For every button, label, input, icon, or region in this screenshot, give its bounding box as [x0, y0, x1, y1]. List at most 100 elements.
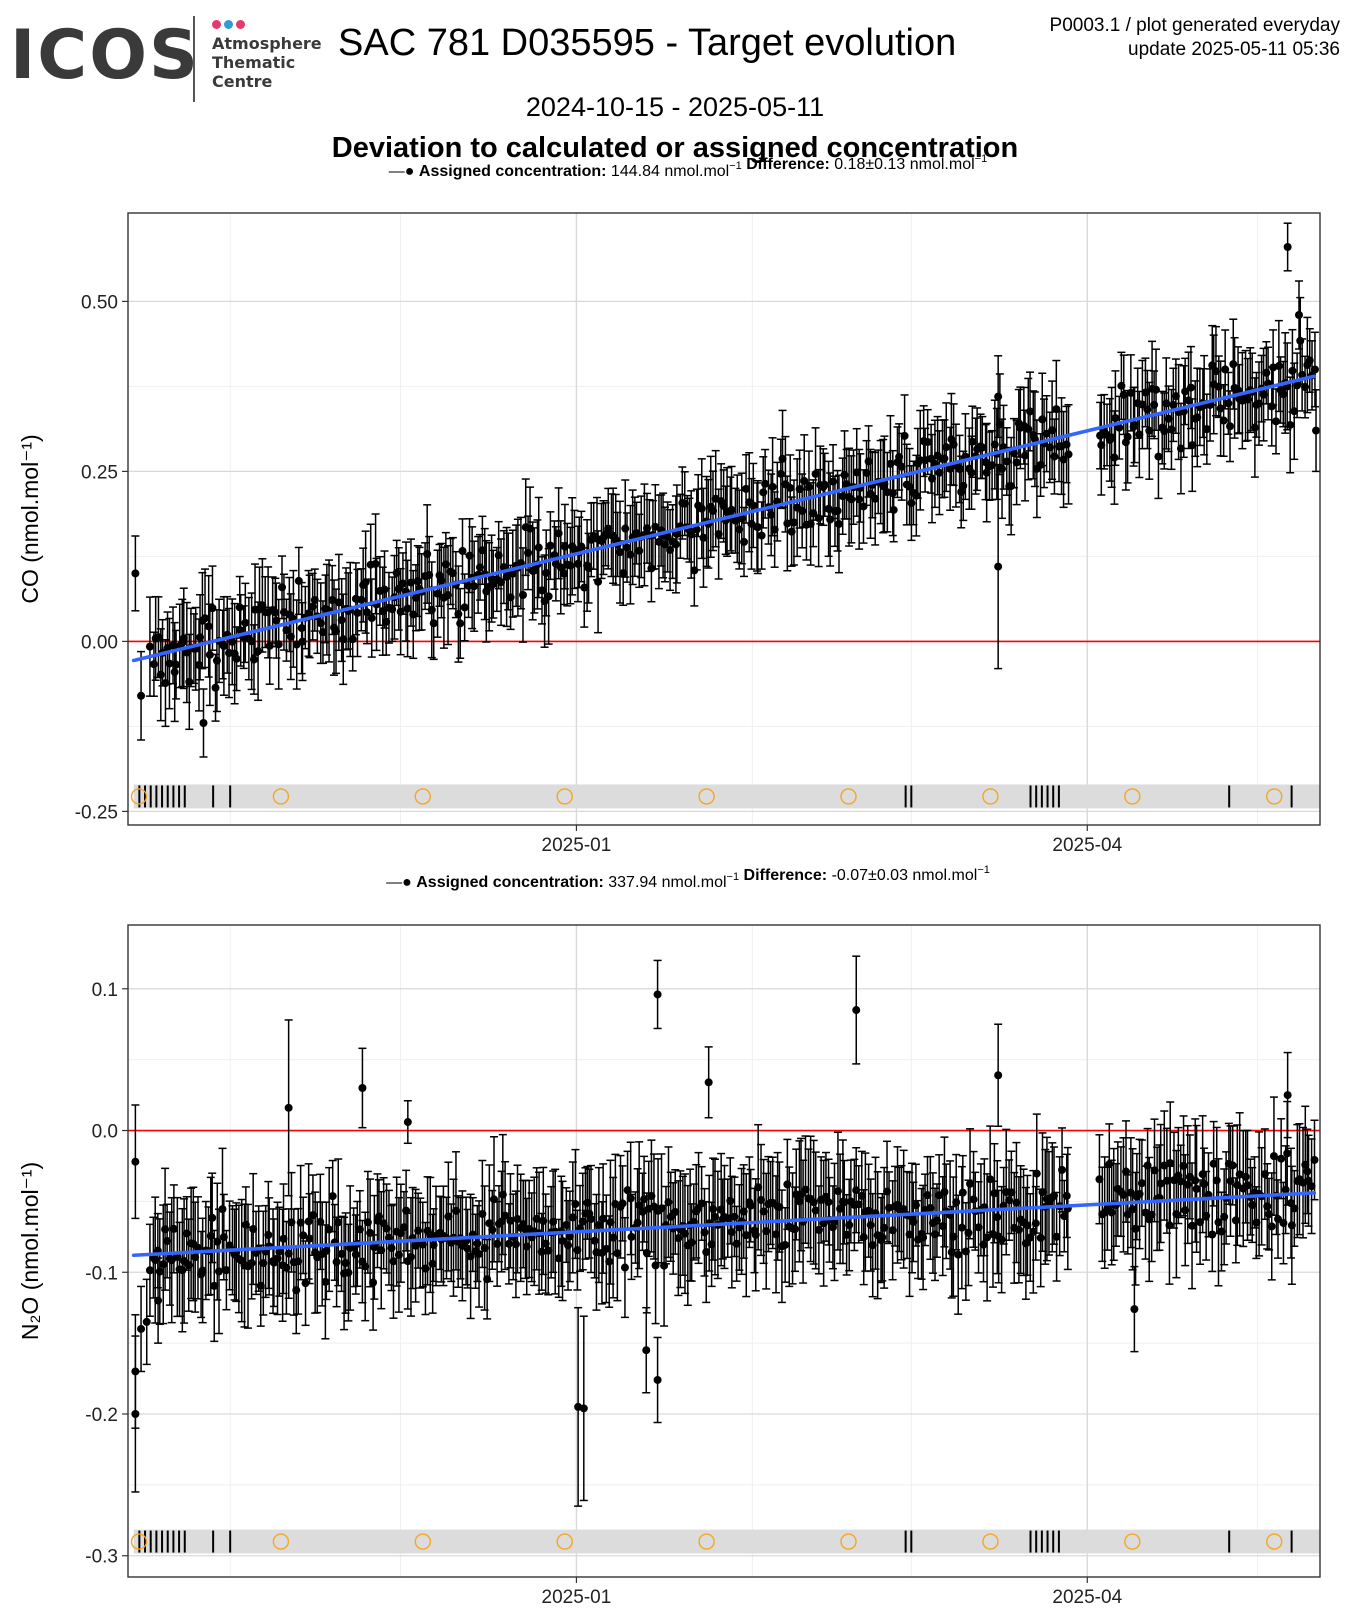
- flag-band: [133, 784, 1321, 809]
- data-point: [599, 1214, 608, 1223]
- data-point: [403, 604, 412, 613]
- data-point: [1211, 367, 1220, 376]
- flag-circle: [414, 1533, 432, 1550]
- data-point: [804, 483, 813, 492]
- data-point: [967, 468, 976, 477]
- data-point: [149, 660, 158, 669]
- data-point: [613, 1249, 622, 1258]
- data-point: [1283, 1091, 1292, 1100]
- data-point: [322, 1246, 331, 1255]
- data-point: [485, 1219, 494, 1228]
- data-point: [993, 1213, 1002, 1222]
- y-tick-label: 0.25: [81, 462, 118, 483]
- data-point: [394, 1250, 403, 1259]
- data-point: [337, 616, 346, 625]
- chart-subtitle: Deviation to calculated or assigned conc…: [331, 132, 1019, 164]
- data-point: [389, 1257, 398, 1266]
- data-point: [954, 1250, 963, 1259]
- data-points: [131, 222, 1321, 758]
- data-point: [834, 519, 843, 528]
- data-point: [1107, 433, 1116, 442]
- data-point: [564, 1241, 573, 1250]
- data-point: [1214, 1218, 1223, 1227]
- data-point: [940, 1187, 949, 1196]
- flag-circle: [556, 1533, 573, 1550]
- data-point: [1164, 414, 1173, 423]
- data-point: [185, 677, 194, 686]
- data-point: [210, 1281, 219, 1290]
- data-point: [1058, 1165, 1067, 1174]
- logo-line: Centre: [212, 72, 273, 91]
- data-point: [836, 1204, 845, 1213]
- data-point: [170, 668, 179, 677]
- data-point: [534, 543, 543, 552]
- data-point: [271, 608, 280, 617]
- data-point: [201, 614, 210, 623]
- data-point: [427, 605, 436, 614]
- data-point: [358, 1084, 367, 1092]
- legend-part: −1: [977, 864, 990, 876]
- data-point: [1097, 441, 1106, 450]
- data-point: [398, 579, 407, 588]
- data-point: [627, 1232, 636, 1241]
- data-point: [371, 559, 380, 568]
- logo-word: ICOS: [10, 16, 200, 95]
- data-point: [857, 1191, 866, 1200]
- data-point: [154, 1296, 163, 1305]
- data-point: [1294, 311, 1303, 319]
- data-point: [880, 1223, 889, 1232]
- data-point: [958, 1188, 967, 1197]
- data-point: [923, 438, 932, 447]
- data-point: [1186, 383, 1195, 392]
- data-point: [820, 480, 829, 489]
- data-point: [1290, 1204, 1299, 1213]
- flag-circle: [698, 788, 715, 805]
- data-point: [428, 1259, 437, 1268]
- flag-circle: [1124, 1533, 1141, 1550]
- flag-circle: [1124, 788, 1141, 805]
- data-point: [524, 548, 533, 557]
- data-point: [754, 1183, 763, 1192]
- data-point: [172, 660, 181, 669]
- data-point: [783, 1180, 792, 1189]
- data-point: [811, 469, 820, 478]
- flag-circle: [130, 788, 148, 805]
- data-point: [871, 494, 880, 503]
- data-point: [1221, 365, 1230, 374]
- data-point: [889, 505, 898, 514]
- data-point: [814, 514, 823, 523]
- data-point: [199, 719, 208, 727]
- data-point: [1250, 423, 1259, 432]
- icos-logo: ICOS Atmosphere Thematic Centre: [10, 14, 322, 104]
- data-point: [506, 1216, 515, 1225]
- data-point: [674, 1234, 683, 1243]
- legend: —● Assigned concentration: 144.84 nmol.m…: [389, 153, 987, 180]
- data-point: [994, 392, 1003, 401]
- flag-circle: [556, 788, 573, 805]
- data-point: [699, 533, 708, 542]
- chart-panel-co: -0.25 0.00 0.25 0.50 2025-01 2025-04 CO (nmol.…: [17, 153, 1321, 856]
- data-point: [1263, 1202, 1272, 1211]
- logo-line: Thematic: [212, 53, 296, 72]
- data-point: [1130, 1305, 1139, 1314]
- data-point: [211, 683, 220, 692]
- data-point: [859, 1233, 868, 1242]
- data-point: [1032, 1169, 1041, 1178]
- data-point: [413, 577, 422, 586]
- data-points: [131, 955, 1319, 1507]
- legend-part: 144.84 nmol.mol: [606, 163, 729, 180]
- data-point: [258, 601, 267, 610]
- data-point: [1138, 400, 1147, 409]
- data-point: [781, 1240, 790, 1249]
- data-point: [284, 1103, 293, 1112]
- data-point: [1012, 458, 1021, 467]
- data-point: [623, 543, 632, 552]
- data-point: [859, 502, 868, 511]
- y-tick-label: 0.0: [92, 1122, 118, 1143]
- meta-line-1: P0003.1 / plot generated everyday: [1049, 15, 1340, 36]
- flag-circle: [1266, 788, 1283, 805]
- data-point: [615, 548, 624, 557]
- data-point: [800, 476, 809, 485]
- data-point: [1038, 415, 1047, 424]
